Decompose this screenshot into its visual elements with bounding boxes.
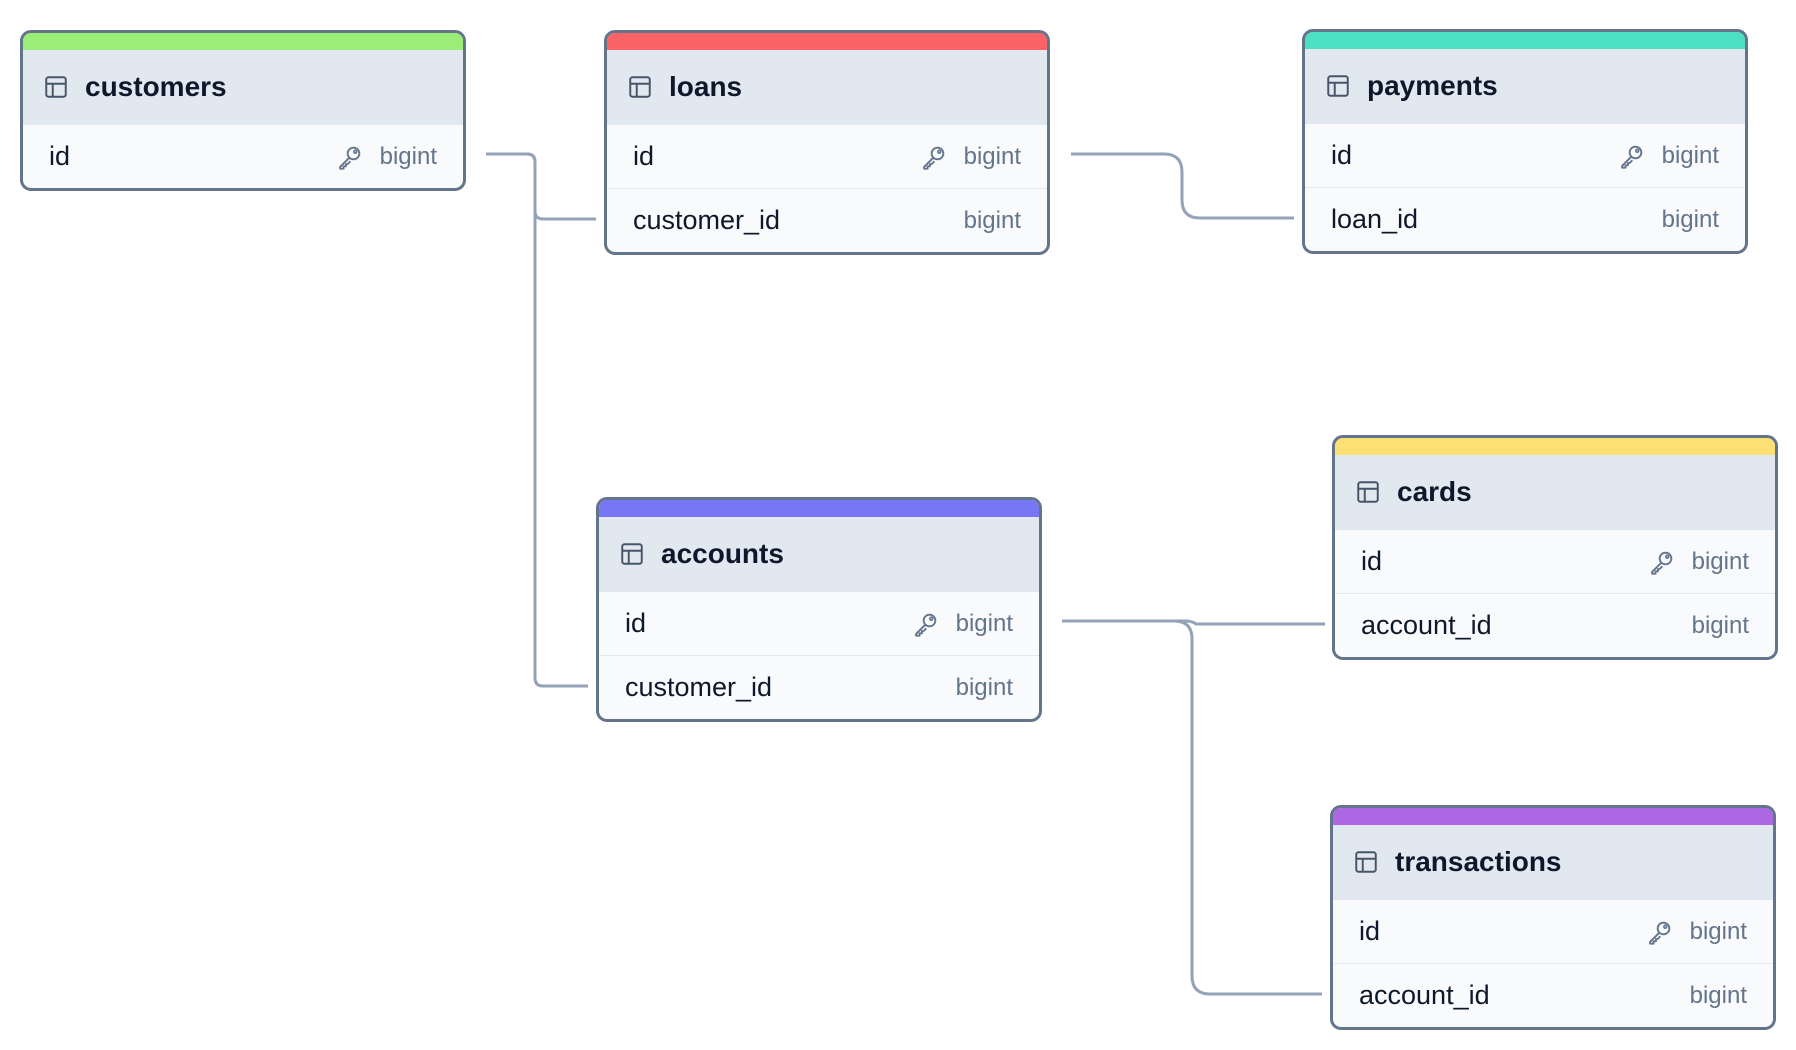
- column-name: id: [49, 141, 71, 171]
- table-name: transactions: [1395, 846, 1562, 877]
- column-name: account_id: [1361, 610, 1492, 640]
- relation-link: [486, 152, 588, 688]
- column-type: bigint: [1689, 981, 1747, 1009]
- table-name: customers: [85, 71, 227, 102]
- column-name: id: [633, 141, 655, 171]
- key-icon: [1620, 145, 1642, 169]
- table-card: loans id bigint customer_id bigint: [604, 30, 1050, 255]
- table-icon: [45, 76, 67, 98]
- table-header: transactions: [1333, 825, 1773, 899]
- column-row: id bigint: [1335, 529, 1775, 593]
- column-type: bigint: [955, 673, 1013, 701]
- table-icon: [1357, 481, 1379, 503]
- key-icon: [922, 146, 944, 170]
- column-name: customer_id: [625, 672, 773, 702]
- key-icon: [914, 613, 936, 637]
- table-color-bar: [599, 500, 1039, 517]
- column-row: loan_id bigint: [1305, 187, 1745, 251]
- table-header: customers: [23, 50, 463, 124]
- relation-link: [1062, 619, 1325, 626]
- column-name: customer_id: [633, 205, 781, 235]
- table-card: payments id bigint loan_id bigint: [1302, 29, 1748, 254]
- column-row: customer_id bigint: [599, 655, 1039, 719]
- table-name: loans: [669, 71, 743, 102]
- column-row: customer_id bigint: [607, 188, 1047, 252]
- column-row: id bigint: [599, 591, 1039, 655]
- table-icon: [1355, 851, 1377, 873]
- relation-link: [1062, 619, 1322, 996]
- column-name: loan_id: [1331, 204, 1419, 234]
- table-name: accounts: [661, 538, 784, 569]
- column-name: account_id: [1359, 980, 1490, 1010]
- table-name: payments: [1367, 70, 1498, 101]
- table-header: loans: [607, 50, 1047, 124]
- table-icon: [629, 76, 651, 98]
- table-color-bar: [607, 33, 1047, 50]
- column-row: id bigint: [23, 124, 463, 188]
- column-type: bigint: [1691, 611, 1749, 639]
- table-card: cards id bigint account_id bigint: [1332, 435, 1778, 660]
- table-header: cards: [1335, 455, 1775, 529]
- column-name: id: [1331, 140, 1353, 170]
- table-icon: [1327, 75, 1349, 97]
- relation-link: [486, 152, 596, 221]
- table-header: accounts: [599, 517, 1039, 591]
- table-name: cards: [1397, 476, 1472, 507]
- table-card: customers id bigint: [20, 30, 466, 191]
- column-type: bigint: [963, 142, 1021, 170]
- column-row: id bigint: [1333, 899, 1773, 963]
- key-icon: [1650, 551, 1672, 575]
- column-name: id: [625, 608, 647, 638]
- column-type: bigint: [379, 142, 437, 170]
- table-color-bar: [1305, 32, 1745, 49]
- column-type: bigint: [963, 206, 1021, 234]
- column-name: id: [1361, 546, 1383, 576]
- column-row: id bigint: [607, 124, 1047, 188]
- table-card: accounts id bigint customer_id bigint: [596, 497, 1042, 722]
- table-color-bar: [23, 33, 463, 50]
- relation-link: [1071, 152, 1294, 220]
- table-color-bar: [1335, 438, 1775, 455]
- table-card: transactions id bigint account_id bigint: [1330, 805, 1776, 1030]
- column-type: bigint: [1689, 917, 1747, 945]
- column-row: id bigint: [1305, 123, 1745, 187]
- key-icon: [1648, 921, 1670, 945]
- column-type: bigint: [955, 609, 1013, 637]
- column-type: bigint: [1661, 205, 1719, 233]
- key-icon: [338, 146, 360, 170]
- table-color-bar: [1333, 808, 1773, 825]
- column-row: account_id bigint: [1335, 593, 1775, 657]
- column-type: bigint: [1691, 547, 1749, 575]
- column-name: id: [1359, 916, 1381, 946]
- table-header: payments: [1305, 49, 1745, 123]
- column-type: bigint: [1661, 141, 1719, 169]
- column-row: account_id bigint: [1333, 963, 1773, 1027]
- table-icon: [621, 543, 643, 565]
